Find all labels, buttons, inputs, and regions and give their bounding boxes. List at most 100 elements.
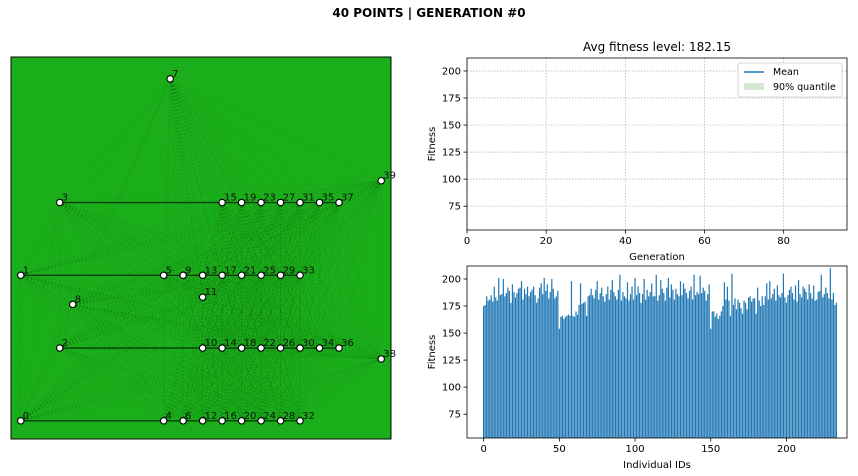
map-edge — [260, 202, 281, 421]
fitness-bar — [501, 294, 503, 438]
map-edge — [163, 202, 320, 421]
map-edge — [202, 202, 262, 276]
fitness-bar — [601, 287, 603, 438]
map-edge — [260, 202, 320, 276]
fitness-bar — [799, 294, 801, 438]
map-edge — [72, 304, 340, 349]
map-edge — [241, 347, 301, 421]
map-point — [166, 75, 174, 83]
fitness-bar — [685, 293, 688, 438]
fitness-bar — [582, 302, 585, 438]
map-edge — [299, 180, 382, 349]
fitness-bar — [590, 288, 592, 438]
map-edge — [241, 347, 340, 422]
fitness-bar — [519, 287, 521, 438]
fitness-bar — [593, 298, 595, 438]
map-edge — [169, 78, 242, 349]
fitness-bar — [578, 304, 580, 438]
map-point-label: 5 — [166, 265, 172, 276]
map-edge — [299, 202, 320, 421]
map-edge — [20, 78, 171, 276]
fitness-bar — [738, 302, 741, 438]
map-edge — [202, 275, 340, 349]
map-point-label: 16 — [224, 411, 237, 422]
map-edge — [72, 275, 203, 305]
map-edge — [59, 275, 164, 349]
map-edge — [163, 202, 320, 276]
map-edge — [163, 297, 203, 421]
fitness-bar — [826, 293, 828, 438]
map-edge — [20, 275, 281, 422]
fitness-bar — [758, 300, 760, 438]
map-edge — [299, 202, 340, 349]
fitness-bar — [825, 287, 827, 438]
fitness-bar — [661, 288, 663, 438]
fitness-bar — [785, 302, 788, 438]
fitness-bar — [779, 297, 781, 438]
map-edge — [202, 202, 281, 298]
fitness-bar — [805, 291, 807, 438]
map-edge — [202, 347, 281, 421]
map-point — [315, 344, 324, 352]
fitness-bar-chart: 0 50 100 150 200 75 100 125 150 175 200 Individua… — [427, 265, 848, 471]
fitness-bar — [610, 289, 612, 438]
map-point-label: 25 — [263, 265, 276, 276]
map-edge — [202, 275, 301, 349]
fitness-bar — [619, 274, 621, 438]
map-edge — [182, 202, 262, 421]
fitness-bar — [605, 294, 607, 438]
fitness-bar — [607, 286, 609, 438]
fitness-bar — [498, 277, 500, 438]
fitness-bar — [537, 298, 539, 438]
map-edge — [260, 358, 382, 422]
fitness-bar — [811, 298, 813, 438]
map-edge — [202, 180, 382, 421]
map-edge — [59, 180, 382, 349]
fitness-bar — [513, 291, 515, 438]
map-edge — [20, 358, 382, 422]
map-point-label: 21 — [244, 265, 257, 276]
map-point-label: 12 — [205, 411, 218, 422]
fitness-bar — [695, 295, 697, 438]
map-edge — [59, 347, 184, 422]
map-edge — [202, 296, 301, 349]
map-edge — [221, 347, 301, 421]
map-edge — [221, 347, 281, 421]
map-edge — [280, 347, 340, 421]
map-edge — [221, 347, 281, 421]
map-point-label: 34 — [322, 338, 335, 349]
fitness-bar — [658, 295, 660, 438]
map-edge — [202, 202, 301, 298]
map-edge — [202, 296, 262, 349]
fitness-bar — [510, 302, 512, 438]
map-edge — [221, 180, 382, 421]
map-edge — [338, 347, 382, 360]
map-point-label: 13 — [205, 265, 218, 276]
fitness-bar — [708, 284, 710, 438]
fitness-bar — [616, 299, 618, 438]
map-point — [377, 176, 386, 185]
map-edge — [221, 275, 281, 349]
fitness-bar — [667, 277, 669, 438]
fitness-bar — [637, 286, 639, 438]
fitness-bar — [492, 301, 494, 438]
fitness-bar — [769, 281, 771, 438]
map-edge — [241, 202, 320, 349]
map-edge — [20, 347, 281, 422]
map-edge — [182, 180, 382, 421]
fitness-bar — [596, 281, 598, 438]
map-point-label: 14 — [224, 338, 237, 349]
map-point — [237, 198, 246, 207]
map-edge — [261, 180, 382, 203]
fitness-bar — [717, 319, 719, 438]
map-edge — [241, 202, 281, 349]
map-point — [179, 271, 187, 280]
map-edge — [202, 275, 262, 349]
map-edge — [20, 275, 223, 349]
map-edge — [280, 202, 301, 421]
map-edge — [169, 78, 184, 421]
map-edge — [20, 275, 281, 349]
map-edge — [260, 275, 340, 349]
map-point — [198, 344, 207, 352]
map-point — [296, 417, 304, 425]
